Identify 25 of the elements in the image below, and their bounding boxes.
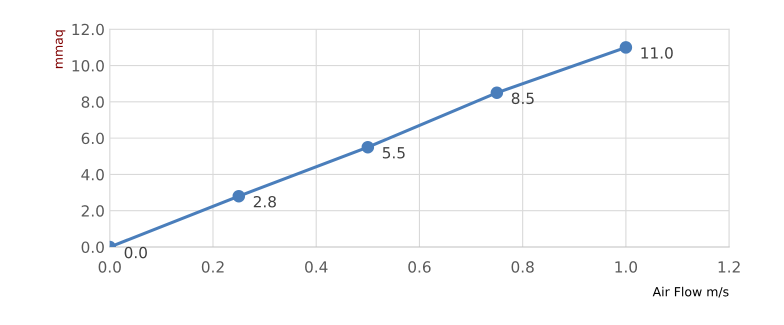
y-tick-label: 0.0: [82, 241, 104, 254]
x-axis-title: Air Flow m/s: [652, 286, 729, 298]
y-tick-label: 8.0: [82, 96, 104, 108]
point: [232, 190, 246, 202]
x-tick-label: 0.4: [305, 261, 328, 273]
y-tick-label: 2.0: [82, 205, 104, 217]
x-tick-label: 1.0: [615, 261, 638, 273]
x-tick-label: 0.2: [202, 261, 224, 273]
y-tick-label: 10.0: [72, 60, 104, 72]
x-tick-label: 0.8: [512, 261, 534, 273]
data-label: 5.5: [382, 147, 405, 159]
point: [620, 41, 632, 54]
y-axis-title: mmaq: [56, 30, 66, 68]
x-tick-label: 0.6: [408, 261, 431, 273]
y-tick-label: 4.0: [81, 168, 104, 180]
y-tick-label: 12.0: [72, 24, 104, 36]
x-tick-label: 0.0: [98, 261, 121, 273]
y-tick-label: 6.0: [82, 132, 104, 144]
data-label: 2.8: [254, 196, 276, 208]
data-label: 11.0: [641, 47, 673, 59]
data-label: 0.0: [124, 246, 147, 258]
x-tick-label: 1.2: [718, 261, 740, 272]
point: [362, 140, 374, 154]
data-label: 8.5: [512, 92, 534, 104]
point: [490, 86, 504, 100]
